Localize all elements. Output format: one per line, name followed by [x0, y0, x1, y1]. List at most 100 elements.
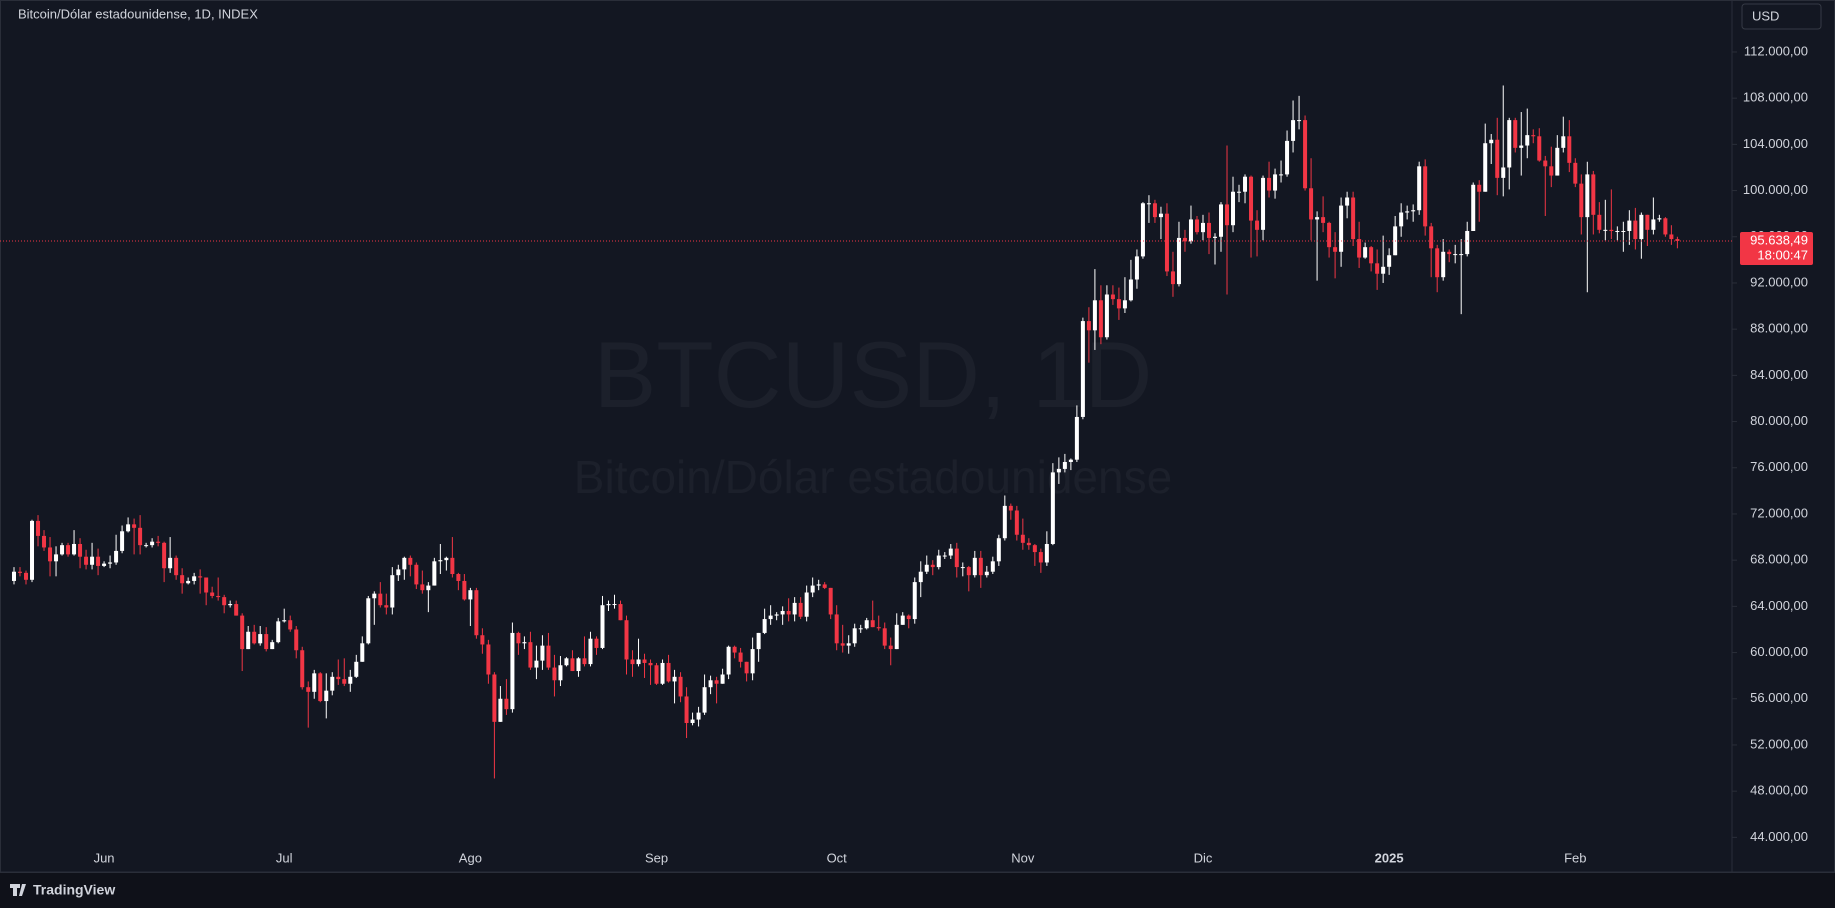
candle-body: [1050, 472, 1055, 544]
candle-body: [876, 627, 881, 629]
candle-body: [1567, 136, 1572, 163]
candle-body: [690, 719, 695, 724]
candle-body: [618, 604, 623, 621]
candle-body: [1321, 217, 1326, 223]
candle-body: [1579, 183, 1584, 218]
candle-body: [846, 643, 851, 646]
candle-body: [186, 580, 191, 584]
candle-body: [528, 642, 533, 668]
candle-body: [1411, 210, 1416, 212]
candle-body: [636, 659, 641, 665]
currency-button[interactable]: [1741, 3, 1822, 30]
candle-body: [1188, 219, 1193, 242]
candle-body: [60, 545, 65, 555]
candle-body: [210, 592, 215, 596]
x-tick-label: Nov: [1011, 850, 1035, 865]
candle-body: [888, 645, 893, 650]
candle-body: [1080, 321, 1085, 417]
candle-body: [1200, 222, 1205, 233]
candle-body: [1417, 166, 1422, 211]
candle-body: [1194, 219, 1199, 233]
y-tick-label: 104.000,00: [1743, 136, 1808, 151]
candle-body: [102, 563, 107, 566]
candle-body: [1531, 135, 1536, 137]
countdown-label: 18:00:47: [1757, 247, 1808, 262]
candle-body: [936, 555, 941, 568]
candle-body: [804, 592, 809, 617]
candle-body: [360, 643, 365, 662]
candle-body: [1573, 162, 1578, 184]
y-tick-label: 52.000,00: [1750, 736, 1808, 751]
candle-body: [420, 584, 425, 591]
candle-body: [1435, 248, 1440, 278]
candle-body: [270, 642, 275, 650]
candle-body: [1134, 256, 1139, 280]
candle-body: [1375, 263, 1380, 274]
candle-body: [870, 620, 875, 628]
brand-logo: TradingView: [10, 882, 115, 898]
candle-body: [1237, 191, 1242, 193]
candle-body: [768, 615, 773, 620]
currency-button-label[interactable]: USD: [1752, 8, 1779, 23]
candle-body: [492, 674, 497, 722]
candle-body: [156, 541, 161, 543]
candle-body: [132, 524, 137, 528]
candle-body: [672, 676, 677, 682]
candle-body: [12, 571, 16, 581]
candle-body: [1068, 459, 1073, 462]
candle-body: [1657, 218, 1662, 220]
candle-body: [1219, 204, 1224, 237]
candle-body: [1441, 251, 1446, 278]
candle-body: [714, 680, 719, 684]
candle-body: [1471, 184, 1476, 231]
candle-body: [222, 597, 227, 606]
candle-body: [90, 556, 95, 565]
candle-body: [1098, 300, 1103, 338]
candle-body: [1489, 139, 1494, 144]
candle-body: [480, 635, 485, 645]
candle-body: [306, 687, 311, 692]
candle-body: [1146, 203, 1151, 205]
candle-body: [660, 662, 665, 684]
candle-body: [972, 557, 977, 576]
candle-body: [114, 550, 119, 563]
candle-body: [1074, 416, 1079, 460]
candle-body: [666, 662, 671, 682]
x-tick-label: Oct: [827, 850, 848, 865]
candle-body: [18, 571, 23, 573]
candle-body: [702, 687, 707, 713]
candle-body: [1044, 543, 1049, 563]
candle-body: [78, 543, 83, 557]
candle-body: [924, 564, 929, 572]
candle-body: [1014, 510, 1019, 535]
brand-name: TradingView: [33, 882, 115, 898]
y-tick-label: 100.000,00: [1743, 182, 1808, 197]
candle-body: [1092, 300, 1097, 331]
candle-body: [1213, 236, 1217, 238]
candle-body: [144, 545, 149, 547]
candle-body: [696, 712, 701, 720]
candle-body: [456, 574, 461, 581]
candle-body: [354, 661, 359, 677]
candle-body: [1465, 230, 1470, 255]
candle-body: [918, 571, 923, 583]
candle-body: [540, 645, 545, 661]
candle-body: [1651, 219, 1656, 230]
candle-body: [960, 567, 965, 569]
candle-body: [1513, 120, 1518, 148]
candle-body: [1164, 213, 1169, 272]
candle-body: [1110, 294, 1115, 300]
candle-body: [366, 598, 371, 644]
candle-body: [1243, 176, 1248, 192]
candle-body: [54, 554, 59, 562]
candle-body: [978, 557, 983, 576]
candle-body: [1140, 203, 1145, 257]
candle-body: [150, 541, 155, 546]
chart-title: Bitcoin/Dólar estadounidense, 1D, INDEX: [18, 6, 258, 21]
candle-body: [1483, 143, 1488, 192]
candle-body: [1615, 230, 1620, 232]
candle-body: [1585, 174, 1590, 218]
candle-body: [708, 680, 713, 688]
candle-body: [954, 548, 959, 568]
candle-body: [744, 661, 749, 674]
